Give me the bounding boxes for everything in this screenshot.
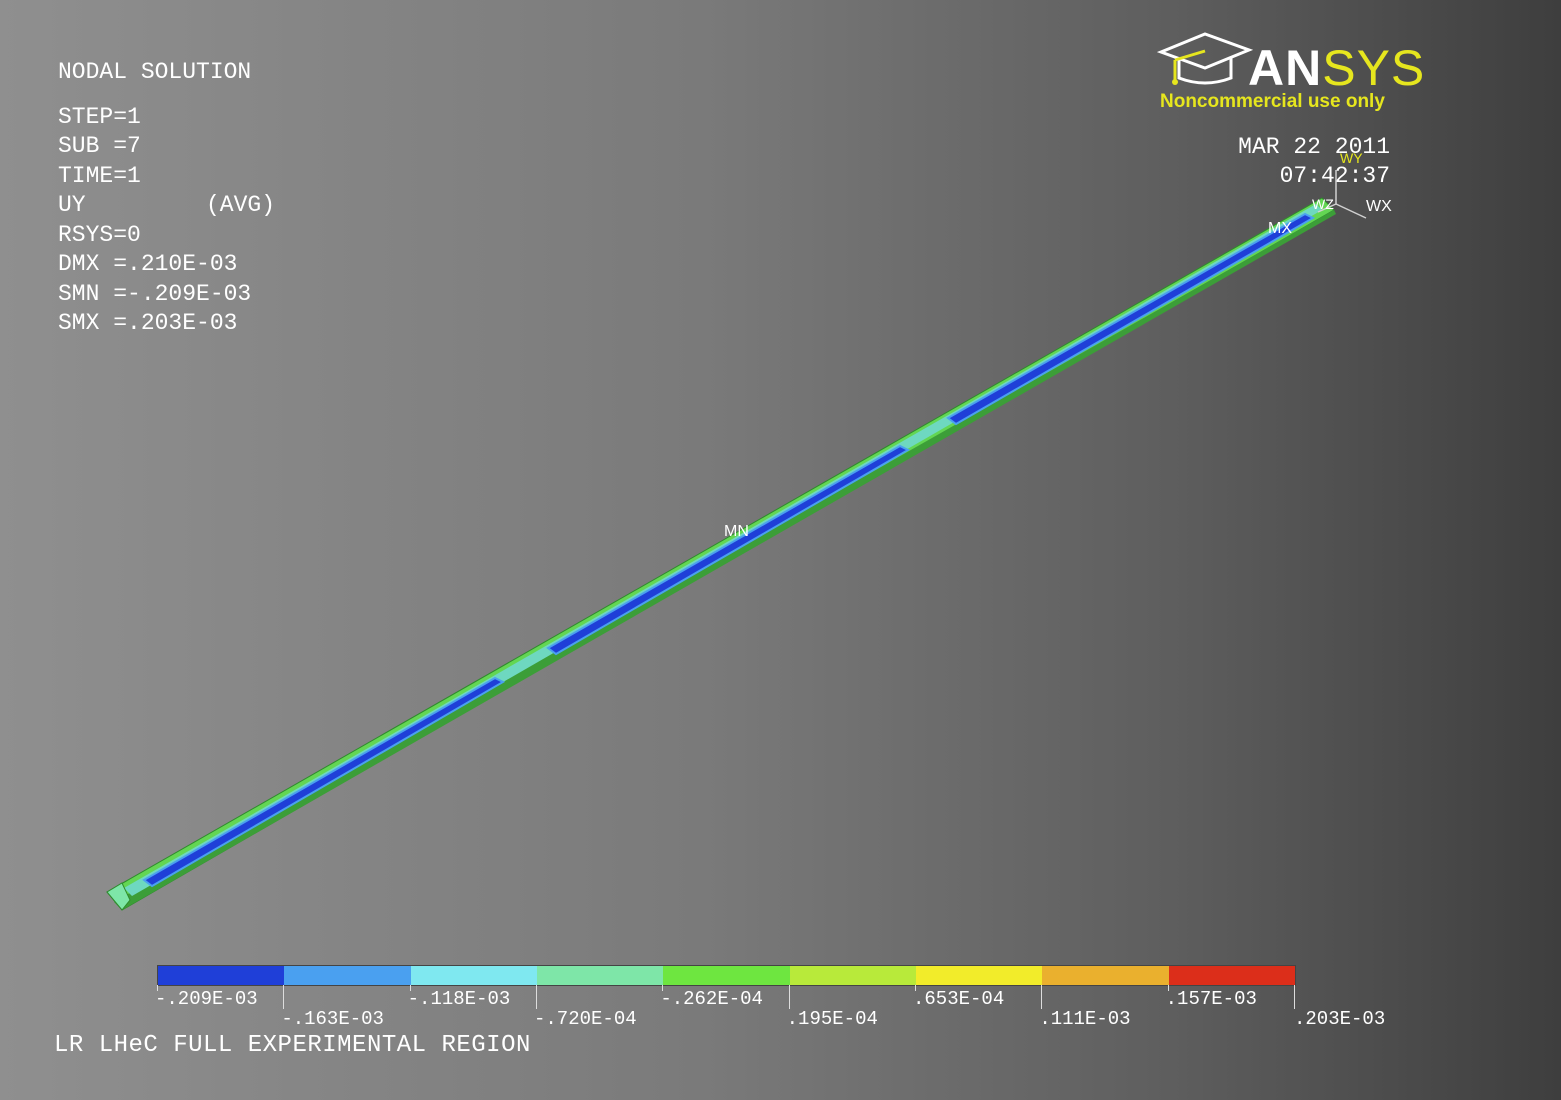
beam-bottom-edge — [114, 210, 1336, 910]
nodal-solution-title: NODAL SOLUTION — [58, 59, 252, 85]
beam-blue-segment — [946, 212, 1316, 426]
legend-tick — [1294, 985, 1295, 1009]
legend-color-segment — [1042, 966, 1169, 985]
legend-label-bottom: .203E-03 — [1294, 1008, 1386, 1030]
mx-marker: MX — [1268, 220, 1292, 237]
legend-label-top: .157E-03 — [1165, 988, 1257, 1010]
step-value: STEP=1 — [58, 103, 141, 130]
uy-row: UY (AVG) — [58, 191, 275, 221]
legend-label-bottom: .195E-04 — [786, 1008, 878, 1030]
beam-end-cap — [106, 882, 131, 911]
beam-blue-segment — [142, 676, 506, 888]
legend-label-bottom: .111E-03 — [1039, 1008, 1131, 1030]
logo-sys: SYS — [1322, 40, 1426, 96]
rsys-value: RSYS=0 — [58, 221, 141, 248]
beam-blue-segment — [546, 444, 911, 656]
legend-tick — [915, 985, 916, 991]
legend-tick — [157, 985, 158, 991]
legend-color-segment — [1168, 966, 1295, 985]
legend-label-top: -.262E-04 — [660, 988, 763, 1010]
model-caption: LR LHeC FULL EXPERIMENTAL REGION — [54, 1032, 531, 1059]
ansys-logo-text: ANSYS — [1248, 40, 1425, 96]
legend-color-segment — [410, 966, 537, 985]
smx-value: SMX =.203E-03 — [58, 310, 238, 336]
uy-label: UY — [58, 192, 86, 218]
legend-label-bottom: -.163E-03 — [281, 1008, 384, 1030]
legend-tick — [662, 985, 664, 991]
time-text: 07:42:37 — [1279, 163, 1390, 189]
legend-tick — [409, 985, 411, 991]
logo-an: AN — [1248, 40, 1323, 96]
time-value: TIME=1 — [58, 162, 141, 189]
legend-color-segment — [789, 966, 916, 985]
axis-triad-icon — [1317, 170, 1367, 219]
legend-label-bottom: -.720E-04 — [534, 1008, 637, 1030]
timestamp: MAR 22 2011 07:42:37 — [1212, 133, 1390, 191]
legend-tick — [788, 985, 790, 1009]
legend-color-segment — [284, 966, 411, 985]
legend-color-segment — [663, 966, 790, 985]
sub-value: SUB =7 — [58, 133, 141, 159]
legend-color-segment — [536, 966, 664, 985]
solution-info-panel: NODAL SOLUTION STEP=1 SUB =7 TIME=1 UY (… — [58, 58, 275, 339]
avg-label: (AVG) — [206, 192, 276, 218]
legend-color-segment — [915, 966, 1043, 985]
dmx-value: DMX =.210E-03 — [58, 251, 238, 277]
smn-value: SMN =-.209E-03 — [58, 280, 252, 307]
legend-tick — [1167, 985, 1169, 991]
contour-legend-bar — [157, 965, 1296, 986]
logo-subtitle: Noncommercial use only — [1160, 91, 1385, 112]
ansys-graduation-cap-icon — [1157, 32, 1254, 85]
mn-marker: MN — [724, 523, 749, 540]
legend-color-segment — [158, 966, 285, 985]
legend-label-top: -.118E-03 — [407, 988, 511, 1010]
legend-tick — [536, 985, 537, 1009]
legend-tick — [1041, 985, 1043, 1009]
legend-label-top: .653E-04 — [913, 988, 1005, 1010]
triad-wy-label: WY — [1340, 150, 1363, 166]
legend-label-top: -.209E-03 — [155, 988, 258, 1010]
date-text: MAR 22 2011 — [1238, 134, 1390, 160]
triad-wz-label: WZ — [1312, 196, 1334, 212]
triad-wx-label: WX — [1366, 198, 1392, 215]
legend-tick — [283, 985, 285, 1009]
